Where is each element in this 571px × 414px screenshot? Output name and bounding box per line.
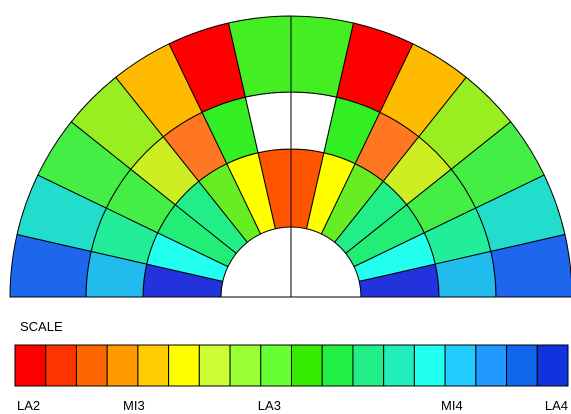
scale-swatch-17 bbox=[506, 344, 538, 387]
scale-swatch-8 bbox=[229, 344, 262, 387]
scale-swatch-14 bbox=[413, 344, 446, 387]
scale-swatch-15 bbox=[444, 344, 477, 387]
scale-swatch-1 bbox=[14, 344, 47, 387]
scale-swatch-3 bbox=[75, 344, 108, 387]
scale-swatch-13 bbox=[383, 344, 415, 387]
ring-boundaries bbox=[10, 227, 571, 298]
scale-swatch-6 bbox=[168, 344, 200, 387]
scale-swatch-4 bbox=[106, 344, 139, 387]
scale-swatch-9 bbox=[260, 344, 292, 387]
color-scale-bar bbox=[14, 344, 569, 387]
scale-swatch-11 bbox=[321, 344, 354, 387]
scale-swatch-16 bbox=[475, 344, 508, 387]
scale-label-mi4: MI4 bbox=[441, 398, 463, 413]
scale-swatch-18 bbox=[536, 344, 569, 387]
scale-label-mi3: MI3 bbox=[123, 398, 145, 413]
color-scale-labels: LA2 MI3 LA3 MI4 LA4 bbox=[17, 398, 568, 413]
scale-swatch-7 bbox=[198, 344, 231, 387]
scale-swatch-2 bbox=[45, 344, 77, 387]
semicircle-segment-map bbox=[9, 15, 571, 298]
scale-label-la4: LA4 bbox=[545, 398, 568, 413]
scale-swatch-10 bbox=[291, 344, 323, 387]
scale-label-la3: LA3 bbox=[258, 398, 281, 413]
scale-swatch-12 bbox=[352, 344, 385, 387]
scale-title: SCALE bbox=[20, 319, 63, 334]
scale-label-la2: LA2 bbox=[17, 398, 40, 413]
scale-swatch-5 bbox=[137, 344, 170, 387]
